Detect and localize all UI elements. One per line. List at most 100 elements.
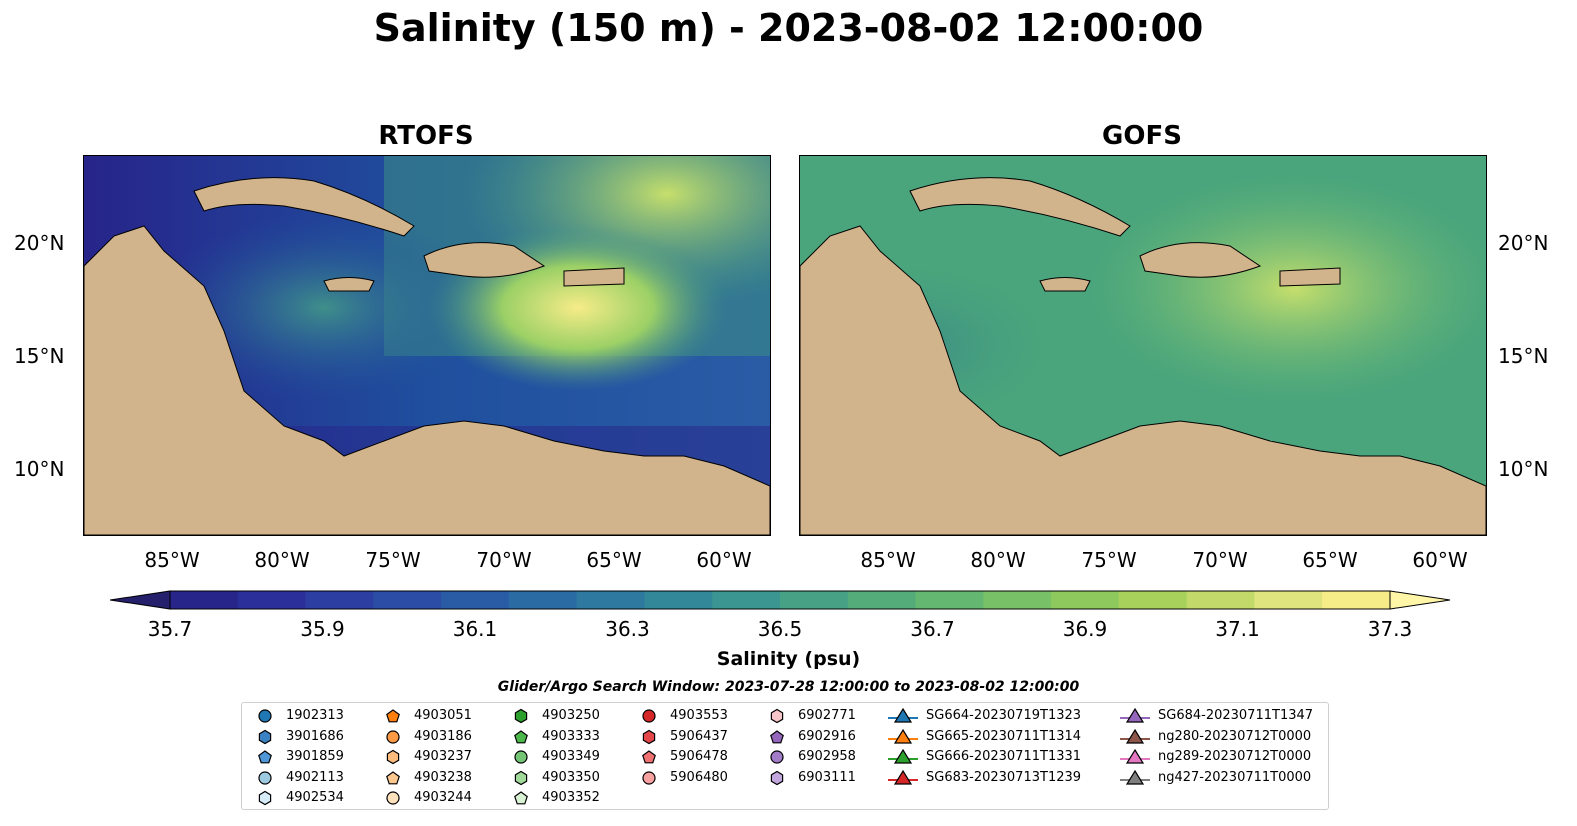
search-window-text: Glider/Argo Search Window: 2023-07-28 12…	[497, 679, 1080, 695]
pentagon-marker-icon	[514, 729, 528, 743]
legend-item: 6902958	[766, 747, 886, 767]
legend-item: SG665-20230711T1314	[886, 727, 1106, 747]
legend-label: 4903238	[414, 769, 472, 785]
lon-label-85w-right: 85°W	[860, 548, 916, 572]
legend-label: ng289-20230712T0000	[1158, 749, 1312, 764]
circle-marker-icon	[642, 770, 656, 785]
legend-item: 4903186	[382, 727, 502, 747]
legend-label: 4903186	[414, 728, 472, 744]
legend-label: 6903111	[798, 769, 856, 785]
hexagon-marker-icon	[386, 749, 400, 765]
lon-label-80w-right: 80°W	[970, 548, 1026, 572]
triangle-marker-icon	[1120, 769, 1150, 785]
colorbar-segment	[712, 591, 781, 609]
colorbar-segment	[305, 591, 374, 609]
colorbar-segment	[373, 591, 442, 609]
pentagon-marker-icon	[258, 750, 272, 764]
lon-label-70w-left: 70°W	[476, 548, 532, 572]
pentagon-marker-icon	[514, 791, 528, 805]
lon-label-65w-right: 65°W	[1302, 548, 1358, 572]
legend-label: 5906480	[670, 769, 728, 785]
legend-item: 4903250	[510, 706, 630, 726]
pentagon-marker-icon	[642, 750, 656, 764]
legend-label: 4903333	[542, 728, 600, 744]
legend-label: 4902113	[286, 769, 344, 785]
legend-item: 5906480	[638, 768, 758, 788]
circle-marker-icon	[514, 750, 528, 764]
figure-title: Salinity (150 m) - 2023-08-02 12:00:00	[373, 6, 1204, 50]
lat-label-15n-left: 15°N	[14, 344, 65, 368]
legend-label: SG664-20230719T1323	[926, 708, 1082, 723]
lat-label-20n-right: 20°N	[1498, 231, 1549, 255]
legend-label: 5906478	[670, 749, 728, 764]
colorbar-segment	[237, 591, 307, 609]
pentagon-marker-icon	[770, 729, 784, 743]
legend-label: 3901859	[286, 749, 344, 764]
colorbar-segment	[1322, 591, 1391, 609]
legend-label: 4903352	[542, 790, 600, 805]
salinity-colorbar	[110, 590, 1451, 610]
hexagon-marker-icon	[514, 770, 528, 785]
legend-item: ng289-20230712T0000	[1118, 747, 1338, 767]
legend-label: 4903244	[414, 790, 472, 805]
lat-label-15n-right: 15°N	[1498, 344, 1549, 368]
legend-item: SG666-20230711T1331	[886, 747, 1106, 767]
lon-label-80w-left: 80°W	[254, 548, 310, 572]
legend-label: 6902916	[798, 728, 856, 744]
panel-title-rtofs: RTOFS	[378, 121, 474, 151]
colorbar-tick-label: 36.1	[452, 617, 498, 641]
circle-marker-icon	[386, 791, 400, 805]
colorbar-tick-label: 36.7	[910, 617, 955, 641]
colorbar-segment	[508, 591, 578, 609]
colorbar-segment	[644, 591, 713, 609]
triangle-marker-icon	[888, 707, 918, 723]
colorbar-tick-label: 37.1	[1215, 617, 1260, 641]
colorbar-segment	[576, 591, 645, 609]
hexagon-marker-icon	[258, 729, 272, 744]
legend-label: 4903349	[542, 749, 600, 764]
pentagon-marker-icon	[386, 709, 400, 723]
lat-label-20n-left: 20°N	[14, 231, 65, 255]
lat-label-10n-right: 10°N	[1498, 457, 1549, 481]
legend-label: ng427-20230711T0000	[1158, 769, 1312, 785]
legend-label: 4903350	[542, 769, 600, 785]
colorbar-tick-label: 36.3	[605, 617, 650, 641]
circle-marker-icon	[258, 709, 272, 723]
lon-label-70w-right: 70°W	[1192, 548, 1248, 572]
circle-marker-icon	[386, 729, 400, 744]
lat-label-10n-left: 10°N	[14, 457, 65, 481]
colorbar-segment	[1186, 591, 1255, 609]
colorbar-segment	[170, 591, 239, 609]
triangle-marker-icon	[1120, 728, 1150, 744]
legend-item: 4903238	[382, 768, 502, 788]
legend-item: 6902916	[766, 727, 886, 747]
legend-item: 1902313	[254, 706, 374, 726]
legend-label: SG683-20230713T1239	[926, 769, 1082, 785]
lon-label-65w-left: 65°W	[586, 548, 642, 572]
hexagon-marker-icon	[770, 770, 784, 785]
colorbar-tick-label: 35.9	[300, 617, 345, 641]
legend-item: 4903333	[510, 727, 630, 747]
legend-item: SG683-20230713T1239	[886, 768, 1106, 788]
legend-label: 4903237	[414, 749, 472, 764]
colorbar-tick-label: 36.9	[1062, 617, 1108, 641]
triangle-marker-icon	[888, 748, 918, 764]
colorbar-tick-label: 37.3	[1367, 617, 1413, 641]
legend-item: ng280-20230712T0000	[1118, 727, 1338, 747]
legend-item: 4902534	[254, 788, 374, 808]
lon-label-60w-right: 60°W	[1412, 548, 1468, 572]
lon-label-60w-left: 60°W	[696, 548, 752, 572]
legend-item: 4903237	[382, 747, 502, 767]
triangle-marker-icon	[888, 728, 918, 744]
colorbar-tick-label: 36.5	[757, 617, 803, 641]
legend: 1902313 3901686 3901859 4902113 4902534 49030…	[241, 702, 1329, 810]
circle-marker-icon	[642, 709, 656, 723]
colorbar-segment	[780, 591, 849, 609]
legend-label: 6902771	[798, 708, 856, 723]
legend-label: 4902534	[286, 790, 344, 805]
gofs-salinity-map	[799, 155, 1487, 536]
legend-item: 4902113	[254, 768, 374, 788]
legend-label: 4903553	[670, 708, 728, 723]
colorbar-label: Salinity (psu)	[716, 648, 861, 670]
legend-label: 4903051	[414, 708, 472, 723]
